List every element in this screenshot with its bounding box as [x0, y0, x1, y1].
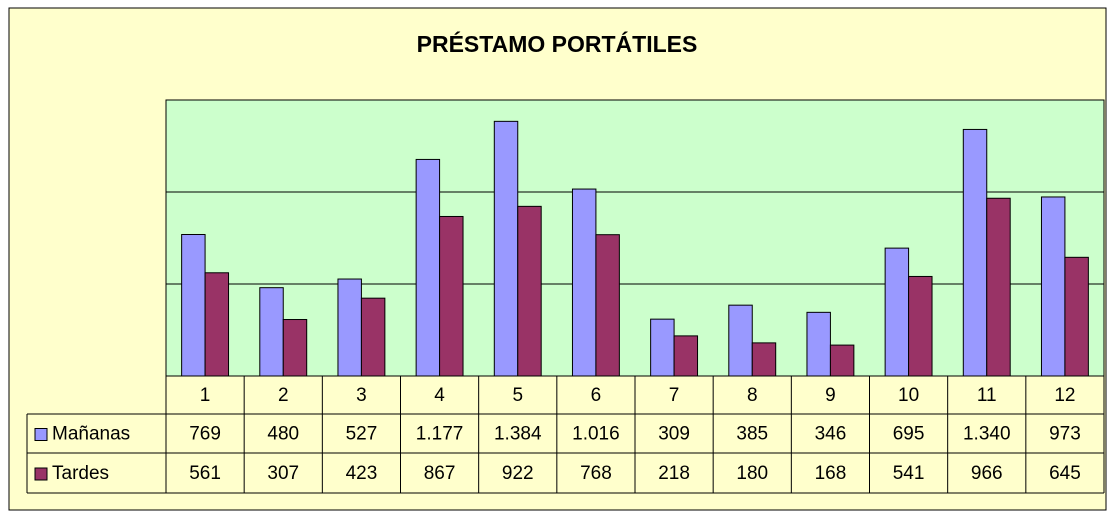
data-label: 1.384: [494, 424, 542, 445]
data-label: 768: [580, 463, 612, 484]
bar: [181, 234, 206, 377]
bar: [884, 247, 910, 377]
bar: [595, 234, 620, 377]
data-label: 423: [346, 463, 378, 484]
data-label: 966: [971, 463, 1003, 484]
x-tick-label: 3: [356, 385, 367, 406]
bar: [415, 158, 441, 377]
data-label: 480: [267, 424, 299, 445]
bar: [204, 272, 230, 377]
data-label: 1.340: [963, 424, 1011, 445]
bar: [908, 275, 933, 377]
x-tick-label: 6: [591, 385, 602, 406]
x-tick-label: 4: [434, 385, 445, 406]
data-label: 541: [893, 463, 925, 484]
data-label: 1.016: [572, 424, 620, 445]
data-label: 527: [346, 424, 378, 445]
x-tick-label: 7: [669, 385, 680, 406]
data-label: 307: [267, 463, 299, 484]
legend-key: [34, 428, 48, 441]
data-label: 385: [736, 424, 768, 445]
bar: [986, 197, 1011, 377]
legend-label: Tardes: [52, 463, 109, 484]
data-label: 645: [1049, 463, 1081, 484]
data-label: 1.177: [416, 424, 464, 445]
bar: [829, 344, 855, 377]
x-tick-label: 10: [898, 385, 919, 406]
bar: [337, 278, 362, 377]
plot-area: [166, 100, 1104, 376]
data-label: 973: [1049, 424, 1081, 445]
x-tick-label: 5: [512, 385, 523, 406]
x-tick-label: 1: [200, 385, 211, 406]
bar: [650, 318, 675, 377]
x-tick-label: 11: [977, 385, 997, 406]
data-label: 867: [424, 463, 456, 484]
data-label: 922: [502, 463, 534, 484]
bar: [962, 128, 988, 377]
bar: [439, 215, 464, 377]
legend-key: [34, 467, 48, 481]
bar: [571, 188, 597, 377]
x-tick-label: 9: [825, 385, 836, 406]
bar: [751, 342, 777, 377]
bar: [806, 311, 831, 377]
bar: [259, 287, 284, 377]
bar: [1064, 256, 1089, 377]
data-label: 168: [815, 463, 847, 484]
legend-label: Mañanas: [52, 424, 130, 445]
data-label: 180: [736, 463, 768, 484]
data-label: 309: [658, 424, 690, 445]
chart-title: PRÉSTAMO PORTÁTILES: [417, 30, 698, 57]
bar: [673, 335, 699, 377]
x-tick-label: 12: [1054, 385, 1075, 406]
data-label: 695: [893, 424, 925, 445]
bar: [493, 120, 519, 377]
bar: [282, 319, 308, 377]
data-label: 769: [189, 424, 221, 445]
data-label: 346: [815, 424, 847, 445]
data-label: 561: [189, 463, 221, 484]
x-tick-label: 2: [278, 385, 289, 406]
bar: [728, 304, 753, 377]
bar: [1040, 196, 1066, 377]
bar: [360, 297, 386, 377]
bar: [517, 205, 542, 377]
x-tick-label: 8: [747, 385, 758, 406]
data-label: 218: [658, 463, 690, 484]
